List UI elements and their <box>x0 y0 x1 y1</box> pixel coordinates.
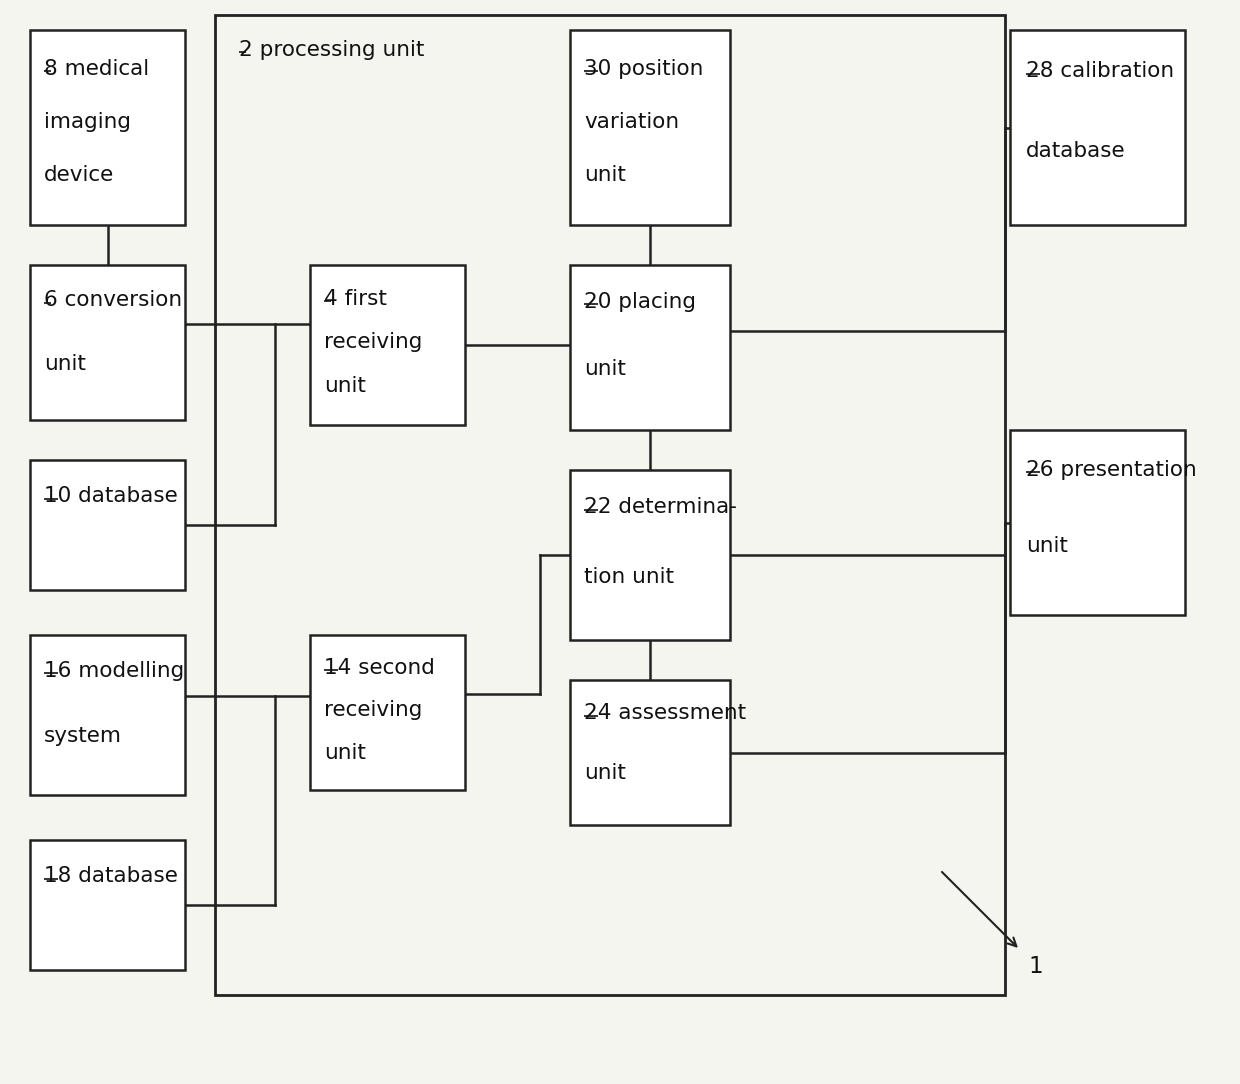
Text: unit: unit <box>43 353 86 374</box>
Text: receiving: receiving <box>324 333 423 352</box>
Bar <box>1011 30 1185 225</box>
Text: 1: 1 <box>1028 955 1043 978</box>
Text: 4 first: 4 first <box>324 288 387 309</box>
Text: 28 calibration: 28 calibration <box>1025 62 1174 81</box>
Bar <box>1011 430 1185 615</box>
Text: 10 database: 10 database <box>43 487 177 506</box>
Text: 26 presentation: 26 presentation <box>1025 460 1197 480</box>
Bar <box>310 635 465 790</box>
Bar <box>310 264 465 425</box>
Bar <box>215 15 1004 995</box>
Bar <box>570 30 730 225</box>
Text: unit: unit <box>584 763 626 783</box>
Text: 6 conversion: 6 conversion <box>43 289 182 310</box>
Text: database: database <box>1025 141 1126 162</box>
Text: unit: unit <box>324 376 366 396</box>
Bar <box>30 840 185 970</box>
Text: 24 assessment: 24 assessment <box>584 704 746 723</box>
Text: unit: unit <box>584 166 626 185</box>
Text: 16 modelling: 16 modelling <box>43 661 185 681</box>
Text: variation: variation <box>584 112 680 132</box>
Bar <box>570 264 730 430</box>
Bar <box>30 264 185 420</box>
Text: unit: unit <box>1025 535 1068 556</box>
Text: 22 determina-: 22 determina- <box>584 498 738 517</box>
Text: 2 processing unit: 2 processing unit <box>238 39 424 60</box>
Text: unit: unit <box>584 359 626 379</box>
Bar <box>570 470 730 640</box>
Text: unit: unit <box>324 743 366 762</box>
Text: imaging: imaging <box>43 112 131 132</box>
Bar <box>30 635 185 795</box>
Text: system: system <box>43 726 122 747</box>
Bar <box>30 30 185 225</box>
Bar <box>570 680 730 825</box>
Text: device: device <box>43 166 114 185</box>
Text: tion unit: tion unit <box>584 567 675 588</box>
Text: 14 second: 14 second <box>324 658 435 678</box>
Text: 8 medical: 8 medical <box>43 59 149 79</box>
Text: 18 database: 18 database <box>43 866 177 887</box>
Text: 30 position: 30 position <box>584 59 704 79</box>
Bar <box>30 460 185 590</box>
Text: 20 placing: 20 placing <box>584 292 697 311</box>
Text: receiving: receiving <box>324 700 423 720</box>
